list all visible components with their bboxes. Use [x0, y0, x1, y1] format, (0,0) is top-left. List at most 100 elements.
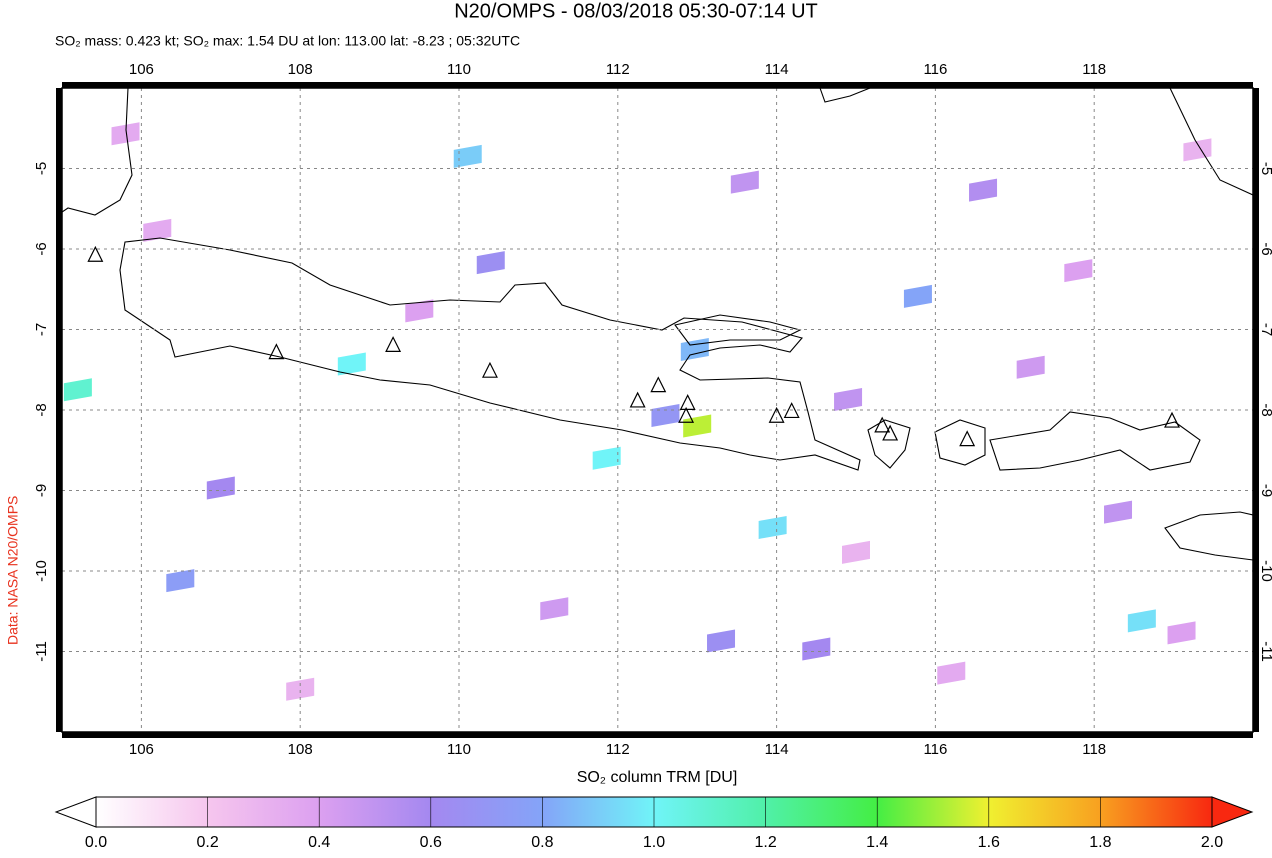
volcano-marker: [768, 406, 785, 423]
x-tick-label-top: 106: [129, 61, 154, 78]
y-tick-label-left: -11: [33, 641, 50, 662]
sumbawa-coast: [989, 411, 1201, 471]
colorbar-tick-label: 1.2: [754, 834, 776, 851]
pixel-layer: [63, 122, 1212, 701]
y-tick-label-left: -9: [33, 484, 50, 497]
volcano-marker: [629, 391, 646, 408]
so2-pixel: [707, 629, 736, 653]
so2-pixel: [453, 144, 482, 168]
so2-pixel: [1167, 621, 1196, 645]
so2-pixel: [802, 637, 831, 661]
coastlines: [62, 88, 1253, 561]
lombok-coast: [934, 419, 986, 466]
colorbar-tick-label: 0.8: [531, 834, 553, 851]
volcanoes: [87, 245, 1180, 447]
sumba-coast: [1164, 511, 1253, 561]
so2-pixel: [286, 677, 315, 701]
x-tick-label-bottom: 116: [923, 741, 947, 758]
so2-pixel: [143, 218, 172, 242]
so2-pixel: [1064, 259, 1093, 283]
so2-pixel: [903, 284, 932, 308]
colorbar-high-arrow: [1211, 796, 1254, 828]
so2-pixel: [834, 387, 863, 411]
x-tick-label-bottom: 106: [129, 741, 154, 758]
source-label: Data: NASA N20/OMPS: [5, 496, 21, 645]
so2-pixel: [842, 540, 870, 564]
colorbar-tick-label: 0.0: [85, 834, 107, 851]
y-tick-label-left: -8: [33, 403, 50, 416]
y-tick-label-right: -5: [1258, 162, 1272, 175]
so2-pixel: [63, 378, 92, 402]
x-tick-label-bottom: 108: [288, 741, 313, 758]
colorbar-tick-label: 1.4: [866, 834, 888, 851]
x-tick-label-top: 118: [1082, 61, 1106, 78]
frame-bar-right: [1253, 88, 1259, 732]
sumatra-coast: [62, 88, 133, 216]
volcano-marker: [268, 343, 285, 360]
y-tick-label-left: -6: [33, 242, 50, 255]
grid: [62, 88, 1253, 732]
y-tick-label-left: -7: [33, 323, 50, 336]
colorbar-tick-label: 1.8: [1089, 834, 1111, 851]
colorbar-tick-label: 0.2: [196, 834, 218, 851]
volcano-marker: [882, 424, 899, 441]
so2-pixel: [592, 446, 621, 470]
y-tick-label-left: -5: [33, 162, 50, 175]
y-tick-label-right: -8: [1258, 403, 1272, 416]
colorbar-tick-label: 0.4: [308, 834, 330, 851]
colorbar-tick-label: 0.6: [420, 834, 442, 851]
java-coast: [119, 237, 861, 471]
madura-coast: [674, 314, 802, 346]
volcano-marker: [678, 406, 695, 423]
so2-pixel: [540, 597, 569, 621]
so2-pixel: [937, 661, 966, 685]
volcano-marker: [679, 394, 696, 410]
x-tick-label-bottom: 112: [606, 741, 630, 758]
bali-coast: [867, 419, 911, 469]
x-tick-label-top: 116: [923, 61, 947, 78]
colorbar-tick-label: 1.6: [978, 834, 1000, 851]
volcano-marker: [874, 416, 891, 433]
so2-pixel: [166, 569, 195, 593]
y-tick-label-right: -7: [1258, 323, 1272, 336]
x-tick-label-top: 112: [606, 61, 630, 78]
volcano-marker: [959, 430, 976, 447]
so2-pixel: [206, 476, 235, 500]
so2-pixel: [111, 122, 140, 146]
so2-pixel: [758, 515, 787, 539]
colorbar-low-arrow: [54, 796, 97, 828]
so2-pixel: [969, 178, 998, 202]
subtitle: SO₂ mass: 0.423 kt; SO₂ max: 1.54 DU at …: [55, 33, 520, 49]
y-tick-label-right: -9: [1258, 484, 1272, 497]
colorbar-tick-label: 2.0: [1201, 834, 1223, 851]
x-tick-label-bottom: 118: [1082, 741, 1106, 758]
frame-bar-bottom: [62, 732, 1253, 738]
so2-pixel: [730, 170, 759, 194]
colorbar-tick-label: 1.0: [643, 834, 665, 851]
y-tick-label-right: -11: [1258, 641, 1272, 662]
volcano-marker: [1164, 411, 1180, 428]
colorbar-label: SO₂ column TRM [DU]: [577, 769, 738, 786]
frame-bar-top: [62, 82, 1253, 88]
volcano-marker: [783, 402, 800, 419]
so2-pixel: [1127, 609, 1156, 633]
x-tick-label-top: 110: [447, 61, 471, 78]
so2-pixel: [683, 414, 712, 438]
y-tick-label-left: -10: [33, 560, 50, 582]
frame-bar-left: [56, 88, 62, 732]
volcano-marker: [385, 336, 402, 353]
so2-pixel: [476, 251, 505, 275]
title: N20/OMPS - 08/03/2018 05:30-07:14 UT: [454, 0, 818, 22]
so2-pixel: [1016, 355, 1045, 379]
y-tick-label-right: -6: [1258, 242, 1272, 255]
so2-pixel: [405, 299, 434, 323]
so2-pixel: [337, 352, 366, 376]
x-tick-label-bottom: 110: [447, 741, 471, 758]
borneo-coast: [819, 88, 1253, 196]
x-tick-label-bottom: 114: [765, 741, 789, 758]
x-tick-label-top: 114: [765, 61, 789, 78]
volcano-marker: [87, 245, 104, 262]
so2-pixel: [1104, 500, 1133, 524]
volcano-marker: [481, 361, 498, 378]
